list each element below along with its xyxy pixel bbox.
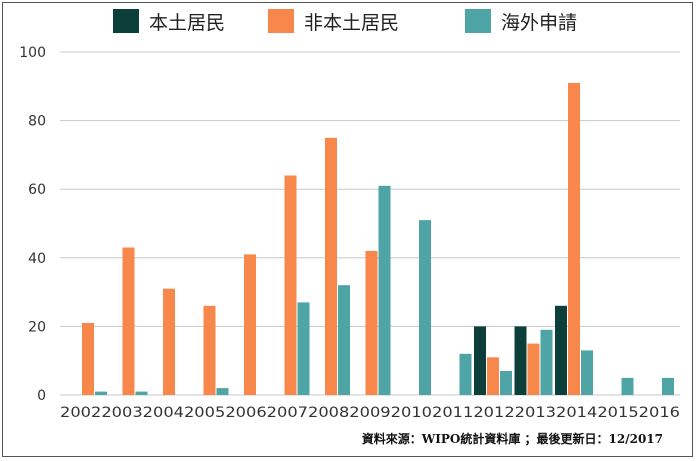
bar-2010-series-3 <box>419 220 431 395</box>
bar-2003-series-2 <box>122 247 135 395</box>
x-tick-label: 2009 <box>349 405 390 421</box>
y-tick-label: 80 <box>28 114 46 130</box>
legend-label: 本土居民 <box>149 12 225 34</box>
source-note: 資料來源：WIPO統計資料庫 ；最後更新日：12/2017 <box>362 431 663 446</box>
x-axis-tick-labels: 2002 2003 2004 2005 2006 2007 2008 2009 201 0201 1… <box>60 405 680 421</box>
bar-2014-series-1 <box>555 305 567 395</box>
x-tick-label: 2012 <box>473 405 514 421</box>
bar-2002-series-3 <box>95 391 107 395</box>
bar-2016-series-3 <box>662 377 674 395</box>
legend-swatch <box>113 9 139 33</box>
bar-2005-series-2 <box>203 305 216 395</box>
bar-2011-series-3 <box>459 353 472 395</box>
x-tick-label: 2016 <box>639 405 680 421</box>
bar-2006-series-2 <box>244 254 256 395</box>
legend-swatch <box>465 9 491 33</box>
y-tick-label: 40 <box>28 251 46 267</box>
bar-2012-series-2 <box>487 357 499 395</box>
bar-2003-series-3 <box>135 391 148 395</box>
y-tick-label: 20 <box>28 319 46 335</box>
bar-2002-series-2 <box>82 323 94 395</box>
x-tick-label: 2005 <box>184 405 225 421</box>
legend-label: 非本土居民 <box>304 12 399 34</box>
x-tick-label: 2008 <box>308 405 349 421</box>
x-axis-ticks: 2002 2003 2004 2005 2006 2007 2008 2009 201 0201 1… <box>60 405 680 421</box>
bar-2014-series-2 <box>568 82 580 396</box>
y-tick-label: 100 <box>19 45 46 61</box>
x-tick-label: 0201 <box>422 405 463 421</box>
x-tick-label: 1 <box>463 405 473 421</box>
x-tick-label: 2013 <box>515 405 556 421</box>
y-tick-label: 0 <box>37 388 46 404</box>
x-tick-label: 2007 <box>267 405 308 421</box>
bar-2008-series-2 <box>325 137 337 396</box>
bar-2009-series-3 <box>378 185 391 395</box>
x-tick-label: 2002 <box>60 405 101 421</box>
legend-swatch <box>268 9 294 33</box>
y-tick-label: 60 <box>28 182 46 198</box>
x-tick-label: 2015 <box>597 405 638 421</box>
legend-label: 海外申請 <box>501 12 577 34</box>
bar-2005-series-3 <box>216 388 229 395</box>
bar-2004-series-2 <box>163 288 175 395</box>
x-tick-label: 201 <box>391 405 422 421</box>
x-tick-label: 2004 <box>143 405 184 421</box>
x-tick-label: 2006 <box>225 405 266 421</box>
bar-2012-series-3 <box>500 371 512 395</box>
bar-2013-series-1 <box>514 326 527 395</box>
bar-2007-series-3 <box>297 302 310 395</box>
bar-2012-series-1 <box>474 326 486 395</box>
y-axis-ticks: 0 20 40 60 80 100 <box>19 45 46 404</box>
bar-2008-series-3 <box>338 285 350 395</box>
bar-2007-series-2 <box>284 175 297 395</box>
bar-2015-series-3 <box>621 377 634 395</box>
bars <box>82 82 674 396</box>
x-tick-label: 2014 <box>556 405 597 421</box>
legend: 本土居民 非本土居民 海外申請 <box>113 9 577 34</box>
bar-2009-series-2 <box>365 250 378 395</box>
bar-2014-series-3 <box>581 350 593 395</box>
x-tick-label: 2003 <box>101 405 142 421</box>
bar-2013-series-2 <box>527 343 540 395</box>
bar-2013-series-3 <box>540 329 553 395</box>
